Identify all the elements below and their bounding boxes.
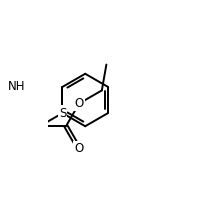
Text: O: O — [75, 142, 84, 155]
Text: S: S — [59, 107, 66, 120]
Text: NH: NH — [8, 80, 26, 93]
Text: O: O — [75, 97, 84, 110]
